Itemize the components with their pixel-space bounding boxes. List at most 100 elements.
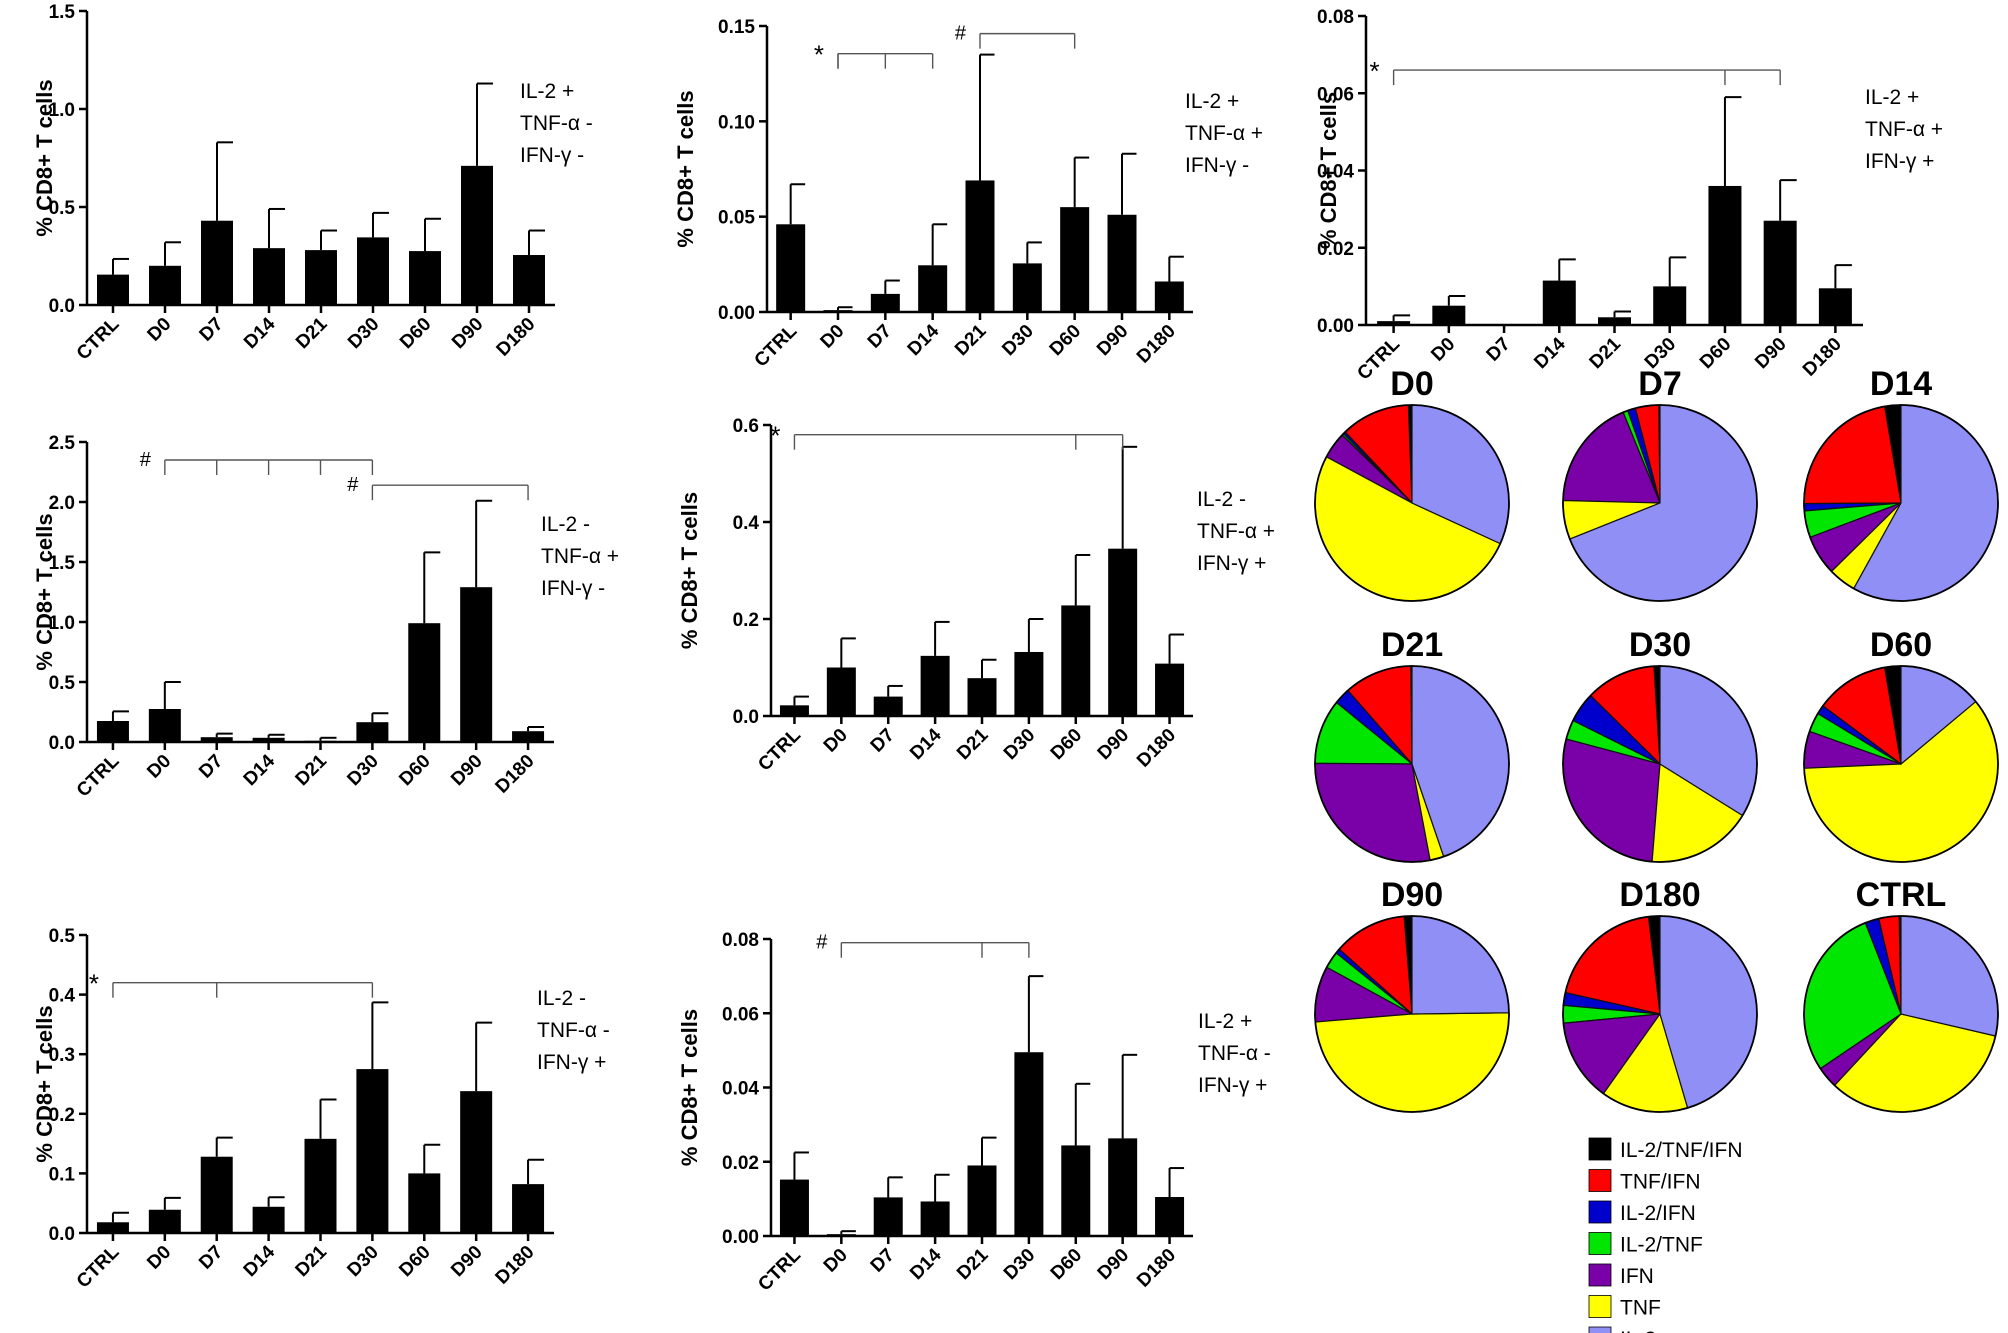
legend-swatch-il-2 [1588,1326,1612,1333]
x-tick-label-D90: D90 [1094,725,1133,764]
x-tick-label-D90: D90 [447,1242,486,1281]
x-tick-label-D14: D14 [240,1241,280,1281]
bar-D30 [1653,286,1687,325]
bar-D60 [1061,1145,1091,1236]
x-tick-label-D0: D0 [817,321,849,353]
y-tick-label: 0.06 [1317,84,1354,105]
x-tick-label-D30: D30 [1000,725,1039,764]
significance-symbol: * [770,421,780,451]
bar-D60 [1061,605,1091,716]
cytokine-annotation: IL-2 + [1185,90,1239,113]
pie-outline [1314,915,1510,1113]
bar-D90 [460,1091,493,1233]
x-tick-label-D30: D30 [998,321,1037,360]
bar-D21 [305,250,337,305]
y-tick-label: 0.08 [1317,7,1354,28]
y-tick-label: 0.1 [49,1164,76,1185]
pie-chart-D30: D30 [1562,626,1758,863]
y-tick-label: 0.08 [722,930,759,951]
x-tick-label-D21: D21 [292,1241,332,1281]
bar-D0 [149,265,181,305]
x-tick-label-D180: D180 [492,1242,539,1289]
x-tick-label-D30: D30 [343,751,382,790]
pie-outline [1803,915,1999,1113]
cytokine-annotation: TNF-α + [1197,520,1275,543]
legend-swatch-il-2-ifn [1588,1200,1612,1224]
cytokine-annotation: IFN-γ + [1198,1074,1267,1097]
y-tick-label: 0.15 [718,17,755,38]
bar-CTRL [779,1179,809,1236]
x-tick-label-D7: D7 [195,1242,227,1274]
legend-swatch-il-2-tnf [1588,1232,1612,1255]
pie-slice-tnf-ifn [1803,405,1902,505]
bar-D30 [357,237,389,305]
x-tick-label-CTRL: CTRL [73,313,124,364]
y-axis-title: % CD8+ T cells [673,90,698,247]
bar-D14 [1542,280,1576,325]
x-tick-label-D14: D14 [906,1244,946,1284]
bar-D180 [1154,281,1184,312]
x-tick-label-D60: D60 [1047,1245,1086,1284]
bar-D21 [304,1138,337,1233]
bar-chart-panel-5: 0.0 0.2 0.4 0.6 % CD8+ T cells CTRL D0 D7 D14 D21… [677,416,1275,775]
bar-D7 [200,1156,233,1233]
bar-D0 [826,1234,856,1236]
bar-D180 [1155,1197,1185,1236]
significance-symbol: # [347,474,359,496]
cytokine-annotation: IFN-γ - [1185,154,1249,177]
bar-D7 [200,737,233,742]
x-tick-label-D0: D0 [143,751,175,783]
y-tick-label: 1.5 [49,2,76,23]
bar-D14 [920,655,950,716]
legend-swatch-tnf-ifn [1588,1169,1612,1192]
pie-title: D0 [1390,365,1433,403]
cytokine-annotation: TNF-α - [1198,1042,1271,1065]
pie-chart-D21: D21 [1314,626,1510,863]
cytokine-annotation: TNF-α - [537,1019,610,1042]
cytokine-annotation: IL-2 + [1198,1010,1252,1033]
legend-label-il-2: IL-2 [1620,1328,1656,1333]
x-tick-label-D14: D14 [906,724,946,764]
cytokine-annotation: IL-2 + [1865,86,1919,109]
y-axis-title: % CD8+ T cells [677,492,702,649]
legend-label-tnf: TNF [1620,1297,1661,1320]
pie-title: D14 [1870,365,1932,403]
y-tick-label: 0.5 [49,673,76,694]
y-tick-label: 0.4 [733,513,760,534]
x-tick-label-D0: D0 [820,1245,852,1277]
cytokine-annotation: TNF-α + [1185,122,1263,145]
bar-CTRL [779,705,809,716]
x-tick-label-D21: D21 [953,724,993,764]
legend-swatch-il-2-tnf-ifn [1588,1137,1612,1161]
bar-D60 [1708,185,1742,325]
x-tick-label-D60: D60 [396,314,435,353]
pie-slice-il-2 [1411,915,1510,1015]
y-axis-title: % CD8+ T cells [32,79,57,236]
y-tick-label: 2.5 [49,433,76,454]
bar-D30 [1012,263,1042,312]
y-tick-label: 0.05 [718,208,755,229]
cytokine-annotation: TNF-α + [541,545,619,568]
bar-D60 [409,251,441,305]
pie-outline [1562,404,1758,602]
x-tick-label-D90: D90 [1093,321,1132,360]
x-tick-label-D0: D0 [820,725,852,757]
bar-CTRL [96,1222,129,1233]
legend-label-il-2-ifn: IL-2/IFN [1620,1202,1696,1225]
bar-D21 [967,678,997,716]
x-tick-label-D14: D14 [904,320,944,360]
x-tick-label-D0: D0 [1427,334,1459,366]
x-tick-label-D180: D180 [1133,1245,1180,1292]
bar-D30 [356,1069,389,1233]
y-tick-label: 0.4 [49,986,76,1007]
x-tick-label-CTRL: CTRL [751,320,802,371]
bar-D60 [1060,207,1090,312]
pie-slice-tnf [1314,1012,1510,1113]
cytokine-annotation: IFN-γ - [520,144,584,167]
bar-CTRL [97,274,129,305]
y-tick-label: 0.06 [722,1004,759,1025]
legend-label-ifn: IFN [1620,1265,1654,1288]
legend-label-tnf-ifn: TNF/IFN [1620,1171,1700,1194]
bar-D0 [826,667,856,716]
